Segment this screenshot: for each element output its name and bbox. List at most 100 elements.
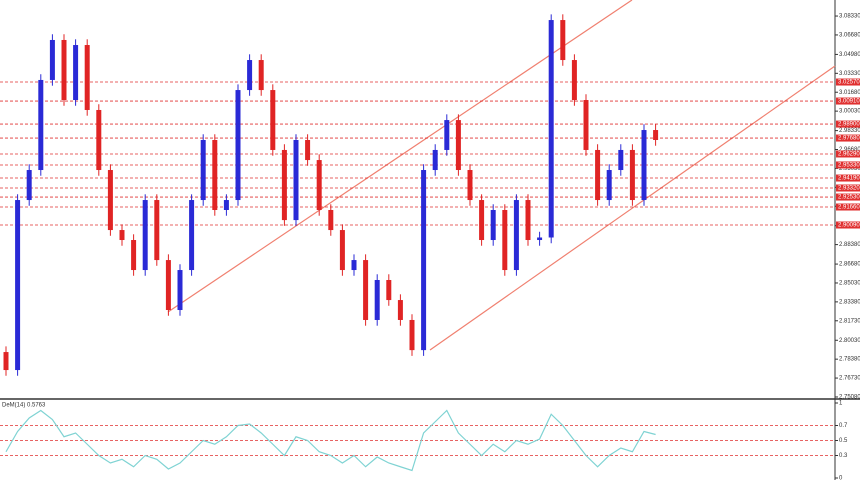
y-tick-label: 0.3 bbox=[839, 453, 848, 459]
level-label: 2.96290 bbox=[838, 152, 860, 158]
candle-body bbox=[513, 200, 519, 271]
candle-body bbox=[409, 319, 415, 351]
candle-body bbox=[618, 149, 624, 171]
candle-body bbox=[293, 139, 299, 221]
channel-line bbox=[429, 65, 836, 351]
candle-body bbox=[606, 170, 612, 201]
level-label-box bbox=[836, 193, 860, 201]
candle-body bbox=[595, 149, 601, 201]
candle-body bbox=[154, 200, 160, 261]
candle-body bbox=[363, 260, 369, 320]
candle-body bbox=[3, 352, 9, 371]
level-label-box bbox=[836, 78, 860, 86]
candle-body bbox=[38, 79, 44, 171]
candle-body bbox=[467, 170, 473, 201]
candle-body bbox=[537, 237, 543, 241]
level-label-box bbox=[836, 120, 860, 128]
y-tick-label: 2.88380 bbox=[839, 242, 860, 248]
candle-body bbox=[165, 260, 171, 311]
level-label-box bbox=[836, 161, 860, 169]
candle-body bbox=[641, 130, 647, 201]
level-label-box bbox=[836, 203, 860, 211]
candle-body bbox=[107, 170, 113, 231]
candle-body bbox=[247, 60, 253, 91]
candle-body bbox=[281, 149, 287, 221]
y-tick-label: 2.81730 bbox=[839, 318, 860, 324]
y-tick-label: 2.83380 bbox=[839, 299, 860, 305]
y-tick-label: 2.78380 bbox=[839, 357, 860, 363]
y-tick-label: 0.5 bbox=[839, 438, 848, 444]
y-tick-label: 3.08330 bbox=[839, 14, 860, 20]
indicator-line bbox=[5, 409, 656, 472]
level-label: 3.02570 bbox=[838, 80, 860, 86]
y-tick-label: 0.7 bbox=[839, 423, 848, 429]
level-label-box bbox=[836, 150, 860, 158]
level-label-box bbox=[836, 174, 860, 182]
candle-body bbox=[84, 45, 90, 110]
channel-line bbox=[167, 0, 633, 313]
y-tick-label: 2.96680 bbox=[839, 147, 860, 153]
candle-body bbox=[548, 20, 554, 238]
y-tick-label: 2.80030 bbox=[839, 338, 860, 344]
level-label: 2.91660 bbox=[838, 205, 860, 211]
y-tick-label: 3.04980 bbox=[839, 52, 860, 58]
candle-body bbox=[421, 170, 427, 351]
candle-body bbox=[49, 39, 55, 80]
level-label: 2.93320 bbox=[838, 186, 860, 192]
level-label: 2.94190 bbox=[838, 176, 860, 182]
y-tick-label: 2.98330 bbox=[839, 128, 860, 134]
candle-body bbox=[351, 260, 357, 271]
candle-body bbox=[119, 230, 125, 241]
level-label: 3.00910 bbox=[838, 99, 860, 105]
candle-body bbox=[560, 20, 566, 61]
candle-body bbox=[189, 200, 195, 271]
candle-body bbox=[397, 300, 403, 320]
candle-body bbox=[386, 279, 392, 301]
y-tick-label: 2.86680 bbox=[839, 262, 860, 268]
level-label-box bbox=[836, 184, 860, 192]
candle-body bbox=[328, 209, 334, 231]
level-label-box bbox=[836, 221, 860, 229]
candle-body bbox=[444, 120, 450, 150]
candle-body bbox=[61, 39, 67, 101]
y-tick-label: 3.03330 bbox=[839, 71, 860, 77]
candle-body bbox=[432, 149, 438, 171]
level-label: 2.90090 bbox=[838, 223, 860, 229]
candle-body bbox=[502, 209, 508, 271]
candle-body bbox=[200, 139, 206, 201]
candle-body bbox=[96, 109, 102, 171]
candle-body bbox=[212, 139, 218, 210]
candle-body bbox=[73, 45, 79, 101]
y-tick-label: 2.95030 bbox=[839, 166, 860, 172]
y-tick-label: 3.06680 bbox=[839, 33, 860, 39]
level-label: 2.97680 bbox=[838, 136, 860, 142]
y-tick-label: 0 bbox=[839, 476, 843, 480]
candle-body bbox=[305, 139, 311, 161]
candle-body bbox=[571, 60, 577, 101]
candle-body bbox=[258, 60, 264, 91]
candle-body bbox=[374, 279, 380, 320]
candle-body bbox=[479, 200, 485, 241]
candle-body bbox=[316, 160, 322, 210]
y-tick-label: 2.75080 bbox=[839, 395, 860, 401]
candle-body bbox=[525, 200, 531, 241]
candle-body bbox=[583, 100, 589, 150]
level-label-box bbox=[836, 134, 860, 142]
indicator-title: DeM(14) 0.5763 bbox=[2, 403, 46, 409]
candle-body bbox=[653, 130, 659, 140]
level-label: 2.92530 bbox=[838, 195, 860, 201]
y-tick-label: 3.00030 bbox=[839, 109, 860, 115]
candle-body bbox=[270, 90, 276, 150]
candle-body bbox=[629, 149, 635, 201]
y-tick-label: 1 bbox=[839, 401, 843, 407]
candle-body bbox=[177, 270, 183, 311]
y-tick-label: 2.85030 bbox=[839, 281, 860, 287]
level-label-box bbox=[836, 97, 860, 105]
candle-body bbox=[339, 230, 345, 271]
candle-body bbox=[131, 240, 137, 271]
candle-body bbox=[26, 170, 32, 201]
y-tick-label: 2.76730 bbox=[839, 376, 860, 382]
candle-body bbox=[490, 209, 496, 241]
